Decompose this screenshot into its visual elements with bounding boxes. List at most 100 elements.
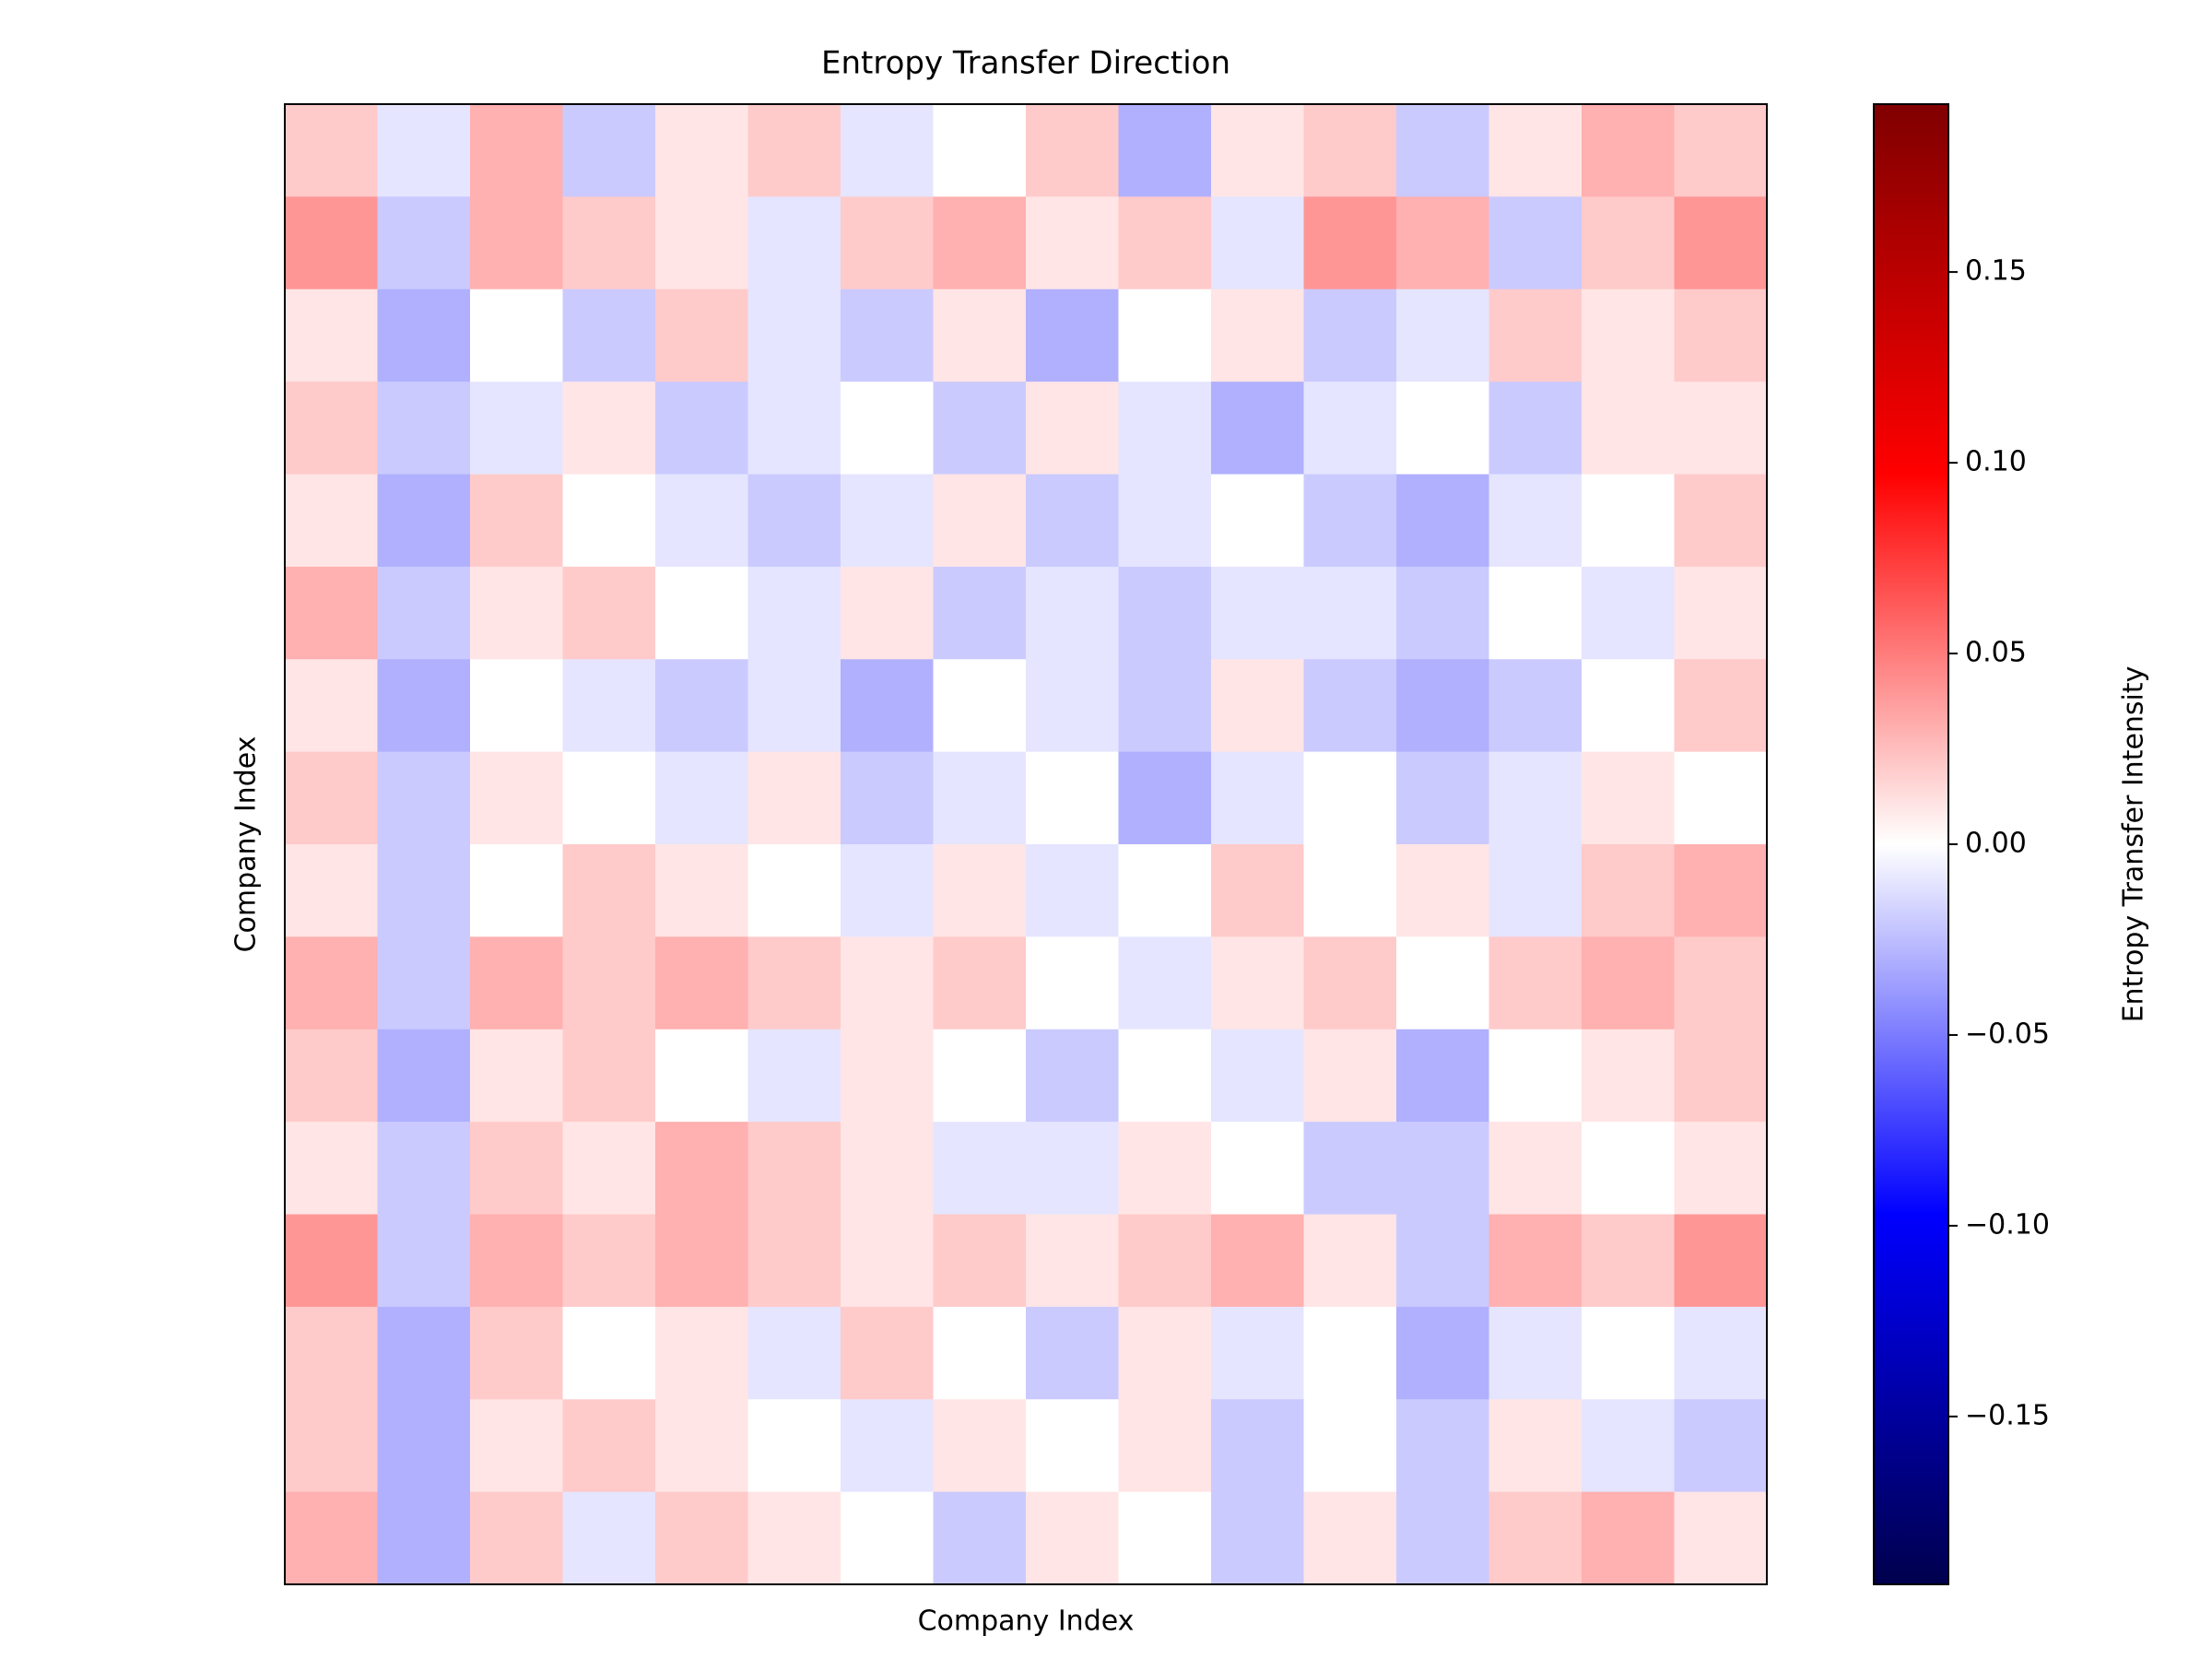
heatmap-cell — [1396, 566, 1489, 660]
heatmap-cell — [655, 566, 748, 660]
heatmap-cell — [655, 382, 748, 475]
heatmap-cell — [1674, 1122, 1768, 1215]
heatmap-cell — [562, 1306, 656, 1400]
heatmap-cell — [841, 1214, 934, 1308]
heatmap-cell — [1026, 659, 1119, 753]
heatmap-cell — [1118, 1122, 1212, 1215]
heatmap-cell — [1118, 104, 1212, 197]
heatmap-cell — [285, 196, 378, 290]
heatmap-cell — [470, 196, 563, 290]
heatmap-cell — [655, 844, 748, 937]
heatmap-cell — [1488, 1214, 1583, 1308]
heatmap-cell — [1396, 1399, 1489, 1493]
x-axis-label: Company Index — [918, 1606, 1135, 1638]
heatmap-cell — [1582, 1214, 1675, 1308]
heatmap-cell — [285, 751, 378, 845]
heatmap-cell — [562, 751, 656, 845]
heatmap-cell — [1026, 1122, 1119, 1215]
heatmap-cell — [562, 844, 656, 937]
heatmap-cell — [562, 1491, 656, 1585]
heatmap-cell — [562, 566, 656, 660]
heatmap-cell — [1303, 382, 1397, 475]
heatmap-cell — [562, 1399, 656, 1493]
heatmap-cell — [377, 1399, 471, 1493]
heatmap-cell — [562, 1214, 656, 1308]
heatmap-cell — [1118, 288, 1212, 382]
y-axis-label: Company Index — [230, 736, 263, 953]
heatmap-cell — [1396, 104, 1489, 197]
heatmap-cell — [377, 104, 471, 197]
colorbar-tick-label: −0.05 — [1965, 1018, 2050, 1050]
colorbar-tick-label: 0.15 — [1965, 255, 2027, 288]
heatmap-cell — [1582, 1122, 1675, 1215]
colorbar-tick-label: 0.10 — [1965, 446, 2027, 478]
heatmap-cell — [1488, 1122, 1583, 1215]
heatmap-cell — [470, 1122, 563, 1215]
heatmap-cell — [1211, 751, 1304, 845]
heatmap-cell — [655, 1029, 748, 1123]
heatmap-cell — [377, 844, 471, 937]
heatmap-cell — [747, 844, 841, 937]
heatmap-cell — [1582, 104, 1675, 197]
heatmap-cell — [377, 196, 471, 290]
heatmap-cell — [933, 288, 1027, 382]
heatmap-cell — [1026, 1306, 1119, 1400]
heatmap-cell — [1488, 1306, 1583, 1400]
heatmap-cell — [841, 566, 934, 660]
heatmap-cell — [285, 1122, 378, 1215]
heatmap-cell — [1674, 751, 1768, 845]
heatmap-cell — [1211, 382, 1304, 475]
heatmap-cell — [562, 659, 656, 753]
heatmap-cell — [1488, 288, 1583, 382]
heatmap-cell — [1396, 474, 1489, 568]
heatmap-cell — [841, 1306, 934, 1400]
heatmap-cell — [1488, 1029, 1583, 1123]
heatmap-cell — [1211, 104, 1304, 197]
heatmap-cell — [747, 104, 841, 197]
heatmap-cell — [470, 288, 563, 382]
heatmap-cell — [1582, 288, 1675, 382]
heatmap-cell — [1488, 751, 1583, 845]
heatmap-cell — [1582, 566, 1675, 660]
heatmap-cell — [1396, 844, 1489, 937]
heatmap-cell — [1118, 566, 1212, 660]
heatmap-cell — [1582, 936, 1675, 1030]
heatmap-cell — [1582, 1399, 1675, 1493]
heatmap-cell — [1396, 1306, 1489, 1400]
heatmap-cell — [747, 566, 841, 660]
heatmap-cell — [1118, 1306, 1212, 1400]
heatmap-cell — [285, 1306, 378, 1400]
heatmap-cell — [285, 1029, 378, 1123]
heatmap-cell — [841, 1029, 934, 1123]
heatmap-cell — [1396, 1214, 1489, 1308]
heatmap-cell — [841, 936, 934, 1030]
heatmap-cell — [1582, 751, 1675, 845]
heatmap-cell — [470, 382, 563, 475]
heatmap-cell — [841, 1491, 934, 1585]
heatmap-cell — [1303, 1122, 1397, 1215]
heatmap-cell — [1488, 659, 1583, 753]
heatmap-cell — [562, 1029, 656, 1123]
heatmap-cell — [470, 104, 563, 197]
heatmap-cell — [1303, 566, 1397, 660]
heatmap-cell — [1211, 566, 1304, 660]
heatmap-cell — [377, 1214, 471, 1308]
heatmap-cell — [1211, 1029, 1304, 1123]
heatmap-cell — [655, 1399, 748, 1493]
heatmap-cell — [1118, 659, 1212, 753]
heatmap-cell — [1674, 474, 1768, 568]
heatmap-cell — [1582, 1491, 1675, 1585]
colorbar — [1873, 103, 1949, 1585]
heatmap-cell — [1396, 288, 1489, 382]
heatmap-cell — [1303, 288, 1397, 382]
heatmap-cell — [1303, 659, 1397, 753]
heatmap-cell — [747, 1306, 841, 1400]
heatmap-cell — [933, 1029, 1027, 1123]
heatmap-cell — [1026, 382, 1119, 475]
heatmap-cell — [655, 1306, 748, 1400]
heatmap-cell — [562, 382, 656, 475]
heatmap-cell — [1674, 566, 1768, 660]
heatmap-cell — [1396, 936, 1489, 1030]
heatmap-cell — [1396, 1491, 1489, 1585]
colorbar-label: Entropy Transfer Intensity — [2118, 666, 2150, 1023]
